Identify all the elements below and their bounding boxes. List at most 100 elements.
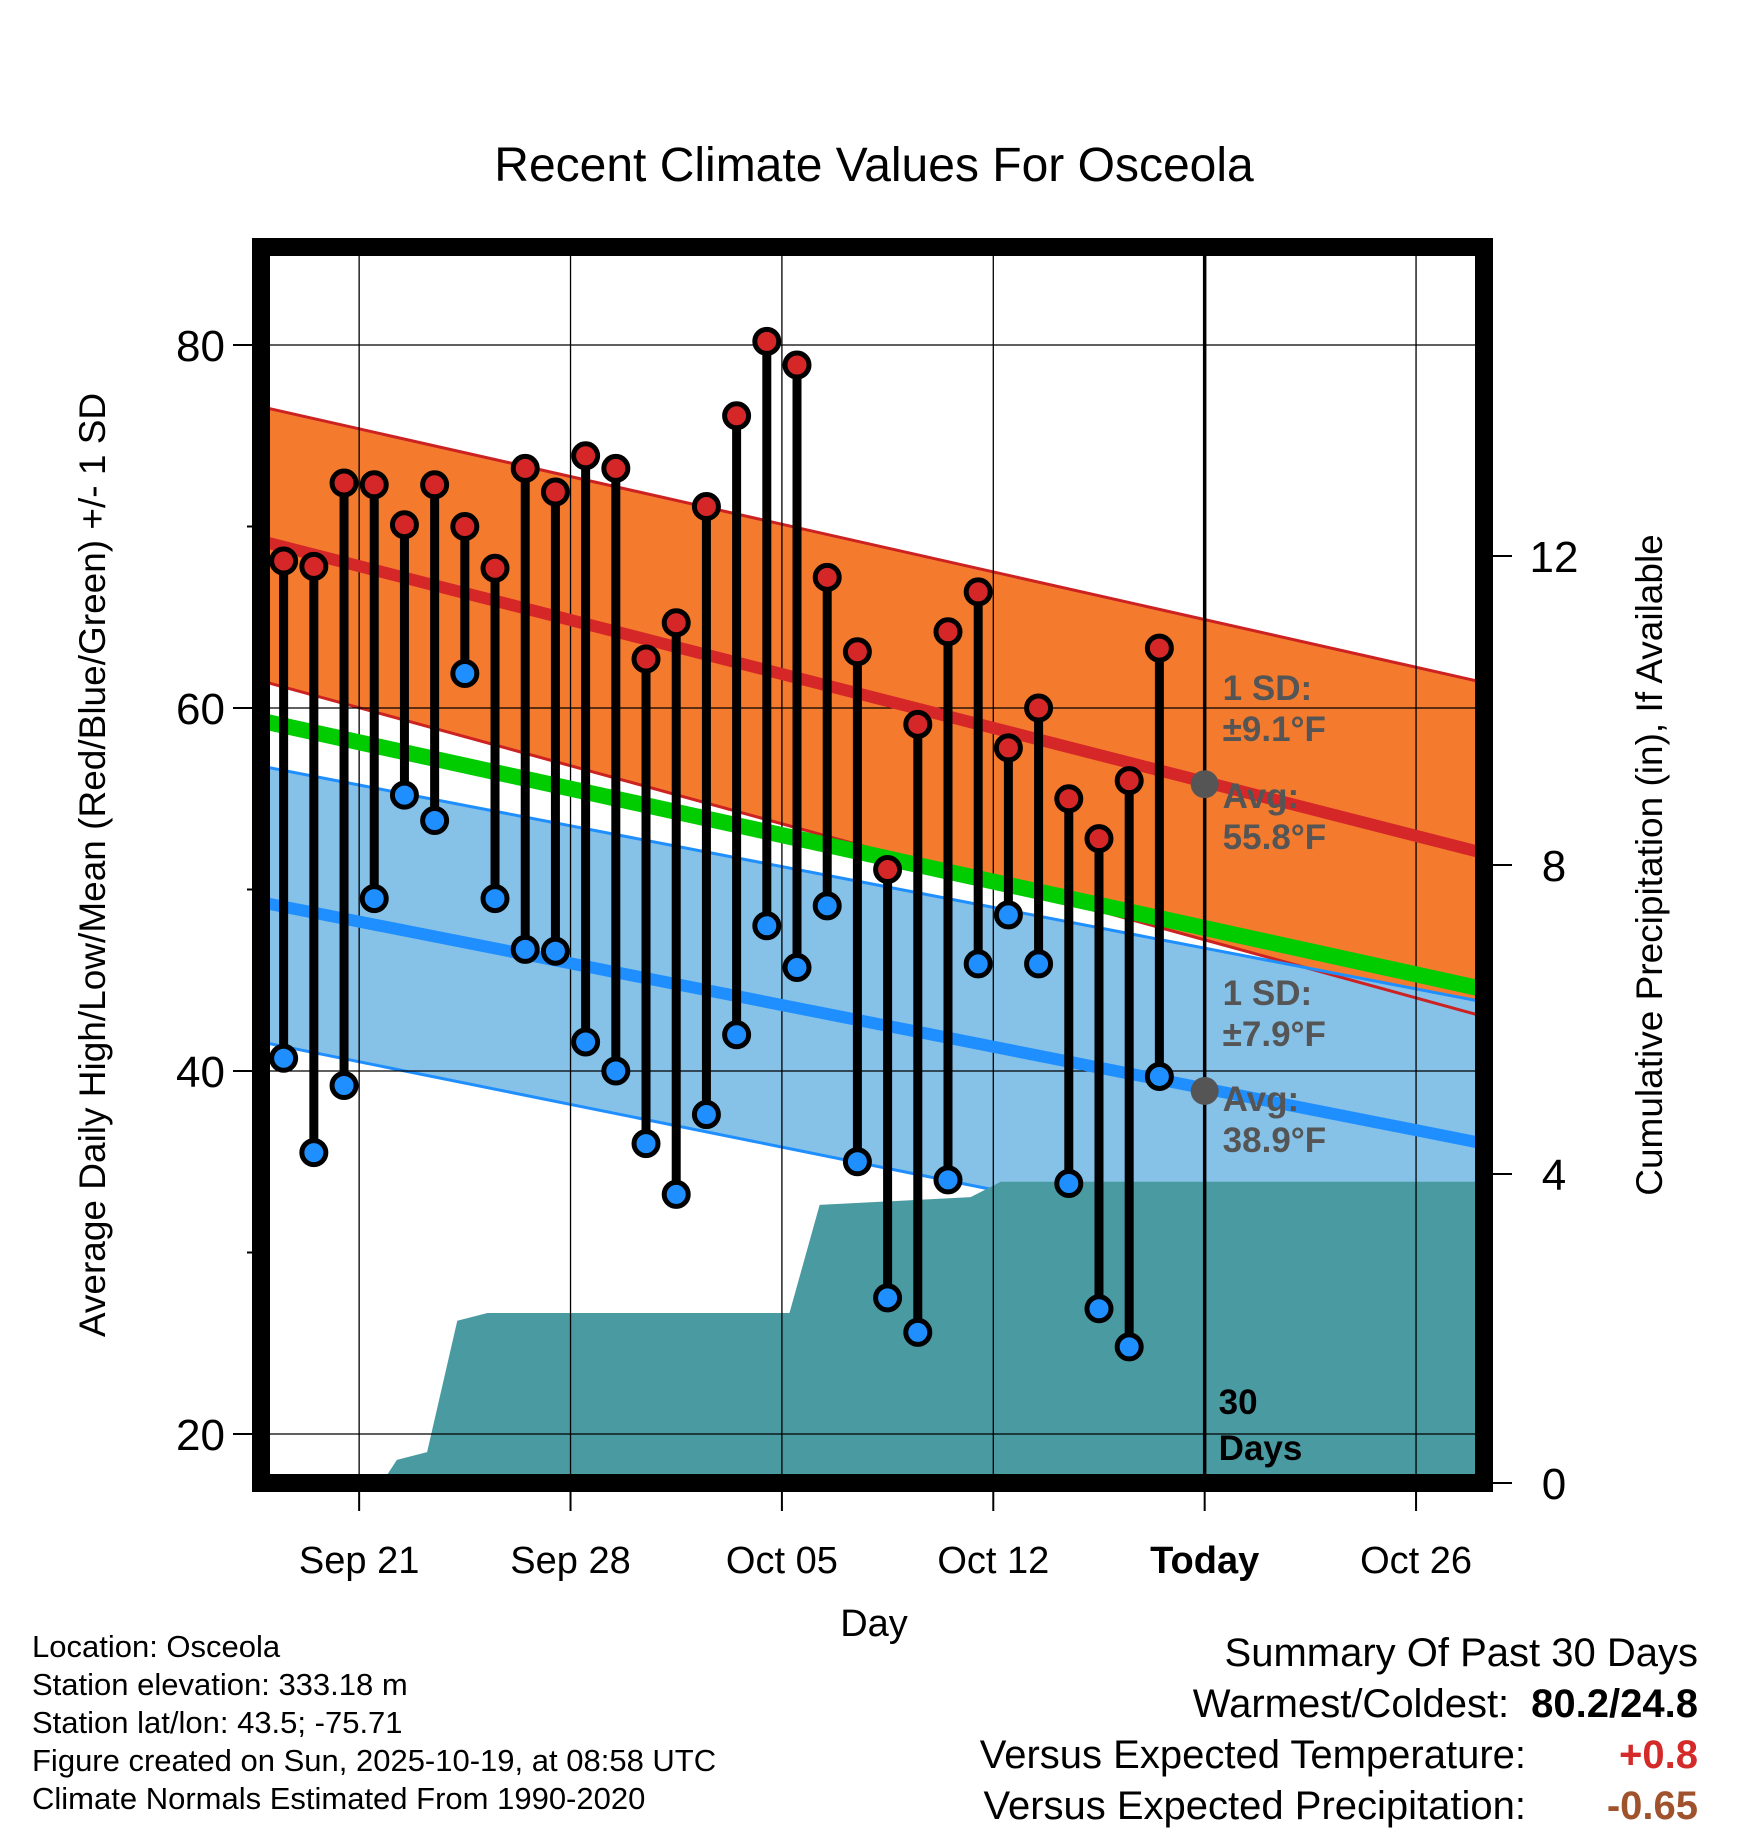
today-high-avg-marker [1190, 770, 1219, 799]
low-point [873, 1283, 903, 1313]
low-point [1084, 1294, 1114, 1324]
info-created: Figure created on Sun, 2025-10-19, at 08… [32, 1743, 717, 1778]
low-point [450, 659, 480, 689]
low-point [420, 806, 450, 836]
high-sd-value: ±9.1°F [1223, 710, 1326, 749]
y2-tick-label: 8 [1542, 842, 1566, 891]
high-point [963, 577, 993, 607]
low-point [661, 1179, 691, 1209]
high-point [329, 468, 359, 498]
low-sd-label: 1 SD: [1223, 974, 1312, 1013]
low-avg-value: 38.9°F [1223, 1121, 1327, 1160]
summary-warm-cold: Warmest/Coldest: 80.2/24.8 [980, 1679, 1698, 1730]
low-point [903, 1317, 933, 1347]
daily-points [269, 326, 1174, 1362]
mean-line [259, 712, 1486, 998]
low-point [691, 1100, 721, 1130]
low-point [540, 936, 570, 966]
high-point [359, 470, 389, 500]
high-sd-label: 1 SD: [1223, 669, 1312, 708]
x-tick-label: Sep 21 [299, 1540, 419, 1582]
axes: 20 40 60 80 0 4 8 12 Sep 21 Sep 28 Oct 05 Oct 12 Tod… [176, 322, 1578, 1582]
high-point [873, 855, 903, 885]
high-point [299, 551, 329, 581]
chart-title: Recent Climate Values For Osceola [494, 139, 1254, 192]
high-point [1084, 824, 1114, 854]
high-point [389, 510, 419, 540]
high-point [903, 709, 933, 739]
days-unit-label: Days [1219, 1429, 1303, 1468]
station-info: Location: Osceola Station elevation: 333… [32, 1628, 716, 1818]
high-point [510, 453, 540, 483]
high-point [1144, 633, 1174, 663]
low-point [722, 1020, 752, 1050]
low-point [571, 1027, 601, 1057]
high-point [993, 733, 1023, 763]
precip-area [261, 1181, 1484, 1483]
summary-temp: Versus Expected Temperature: +0.8 [980, 1730, 1698, 1781]
high-point [782, 350, 812, 380]
x-tick-label: Oct 05 [726, 1540, 838, 1582]
x-tick-label: Sep 28 [510, 1540, 630, 1582]
y-tick-label: 40 [176, 1048, 225, 1097]
high-point [1114, 766, 1144, 796]
low-point [269, 1043, 299, 1073]
low-upper-edge [260, 764, 1485, 1004]
low-point [993, 900, 1023, 930]
high-point [420, 470, 450, 500]
low-point [782, 953, 812, 983]
y-tick-label: 20 [176, 1411, 225, 1460]
high-point [722, 401, 752, 431]
x-tick-label: Oct 12 [937, 1540, 1049, 1582]
precip-anomaly-value: -0.65 [1606, 1784, 1698, 1828]
high-point [540, 477, 570, 507]
warm-cold-label: Warmest/Coldest: [1192, 1682, 1510, 1726]
high-avg-label: Avg: [1223, 777, 1299, 816]
high-point [691, 492, 721, 522]
low-point [480, 884, 510, 914]
low-point [842, 1147, 872, 1177]
high-point [1054, 784, 1084, 814]
y2-tick-label: 12 [1530, 533, 1579, 582]
y-tick-label: 80 [176, 322, 225, 371]
high-point [1024, 693, 1054, 723]
info-normals: Climate Normals Estimated From 1990-2020 [32, 1781, 646, 1816]
low-point [299, 1138, 329, 1168]
low-point [1024, 949, 1054, 979]
x-axis-label: Day [840, 1603, 908, 1645]
low-point [510, 934, 540, 964]
high-point [842, 637, 872, 667]
grid-lines [261, 247, 1484, 1483]
x-tick-label: Oct 26 [1360, 1540, 1472, 1582]
high-point [269, 546, 299, 576]
low-sd-value: ±7.9°F [1223, 1015, 1326, 1054]
info-location: Location: Osceola [32, 1629, 281, 1664]
high-point [631, 644, 661, 674]
summary-title: Summary Of Past 30 Days [1224, 1631, 1698, 1675]
y2-axis-label: Cumulative Precipitation (in), If Availa… [1629, 534, 1670, 1196]
precip-fill [261, 1181, 1484, 1483]
low-point [631, 1129, 661, 1159]
low-point [359, 884, 389, 914]
high-point [480, 553, 510, 583]
temp-anomaly-value: +0.8 [1619, 1733, 1698, 1777]
y2-tick-label: 0 [1542, 1460, 1566, 1509]
x-tick-label: Today [1150, 1540, 1259, 1582]
low-point [812, 891, 842, 921]
low-point [933, 1165, 963, 1195]
high-point [812, 562, 842, 592]
warm-cold-value: 80.2/24.8 [1531, 1682, 1698, 1726]
summary-panel: Summary Of Past 30 Days Warmest/Coldest:… [980, 1628, 1698, 1832]
temp-anomaly-label: Versus Expected Temperature: [979, 1733, 1526, 1777]
y-tick-label: 60 [176, 685, 225, 734]
low-point [601, 1056, 631, 1086]
high-point [601, 453, 631, 483]
high-sd-band [261, 406, 1484, 1017]
low-point [1054, 1169, 1084, 1199]
low-avg-label: Avg: [1223, 1080, 1299, 1119]
low-point [1144, 1061, 1174, 1091]
low-point [329, 1071, 359, 1101]
